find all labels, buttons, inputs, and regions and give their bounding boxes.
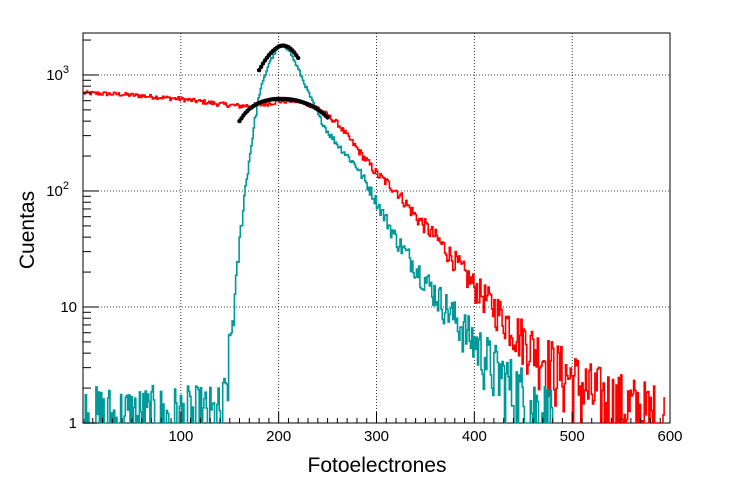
series-1-histogram [83,44,554,424]
series-0-histogram [83,90,666,424]
plot-area [83,43,666,424]
series-3-fit-point [296,55,301,61]
series-3-fit-point [256,68,262,73]
x-axis-title: Fotoelectrones [308,454,447,477]
x-tick-label: 300 [364,428,389,445]
y-axis-title: Cuentas [16,191,39,269]
x-axis-ticks: 100 200 300 400 500 600 [92,412,683,445]
x-tick-label: 500 [560,428,585,445]
grid-lines [83,33,671,423]
y-tick-label: 102 [46,180,69,200]
x-tick-label: 100 [168,428,193,445]
y-tick-label: 10 [60,299,77,316]
series-2-fit-point [325,115,330,120]
x-tick-label: 400 [462,428,487,445]
x-tick-label: 600 [657,428,682,445]
y-tick-label: 103 [46,64,69,84]
x-tick-label: 200 [266,428,291,445]
y-tick-label: 1 [69,415,77,432]
series-3-fit-point [258,64,264,70]
